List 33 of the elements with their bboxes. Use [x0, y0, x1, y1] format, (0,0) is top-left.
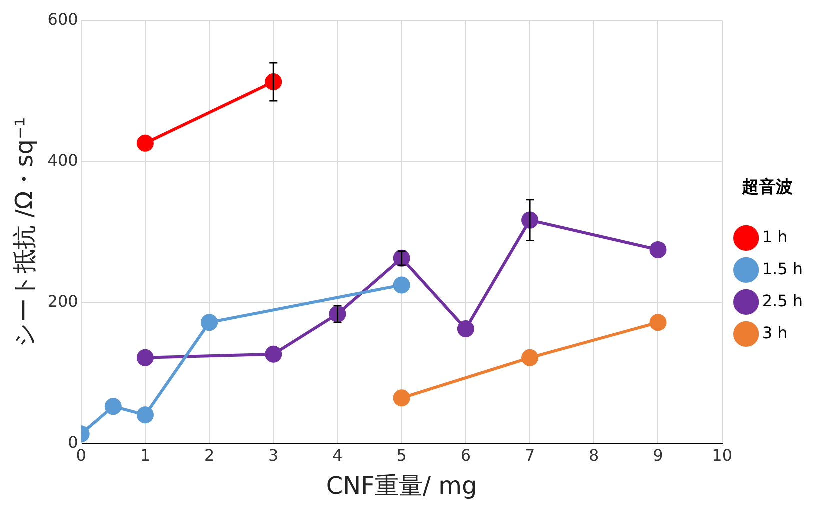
point	[136, 134, 154, 152]
point	[136, 349, 154, 366]
y-axis-title: シート抵抗 /Ω・sq⁻¹	[10, 117, 39, 348]
point	[104, 398, 122, 416]
x-tick-label: 1	[140, 446, 151, 465]
legend-title: 超音波	[741, 178, 794, 198]
legend-label: 2.5 h	[762, 291, 803, 310]
x-tick-label: 4	[332, 446, 343, 465]
x-tick-label: 7	[524, 446, 536, 465]
point	[522, 349, 539, 366]
point	[650, 314, 667, 332]
y-tick-label: 400	[48, 150, 78, 170]
point	[201, 314, 218, 332]
point	[650, 241, 667, 258]
y-tick-label: 0	[68, 433, 78, 452]
point	[136, 406, 154, 424]
x-tick-label: 5	[396, 446, 407, 465]
x-tick-label: 8	[589, 446, 600, 465]
x-tick-label: 10	[712, 446, 733, 465]
point	[393, 390, 410, 407]
point	[393, 276, 410, 294]
x-axis-title: CNF重量/ mg	[326, 472, 478, 500]
x-tick-label: 2	[204, 446, 215, 465]
legend-label: 1.5 h	[762, 259, 803, 278]
point	[265, 346, 282, 363]
x-tick-label: 6	[460, 446, 472, 465]
x-tick-label: 3	[268, 446, 279, 465]
x-tick-label: 9	[653, 446, 664, 465]
y-tick-label: 200	[48, 292, 78, 312]
legend-label: 3 h	[762, 323, 788, 342]
point	[457, 320, 474, 338]
y-tick-label: 600	[48, 10, 78, 29]
legend-label: 1 h	[762, 227, 788, 246]
